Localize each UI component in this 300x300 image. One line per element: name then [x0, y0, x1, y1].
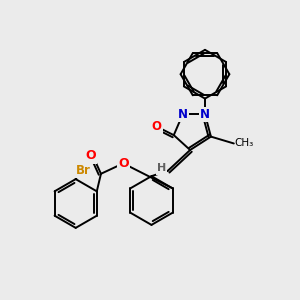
Text: N: N: [178, 108, 188, 121]
Text: H: H: [157, 164, 166, 173]
Text: O: O: [85, 149, 96, 162]
Text: O: O: [152, 120, 161, 133]
Text: O: O: [118, 157, 129, 170]
Text: Br: Br: [76, 164, 91, 177]
Text: N: N: [200, 108, 210, 121]
Text: CH₃: CH₃: [234, 139, 254, 148]
